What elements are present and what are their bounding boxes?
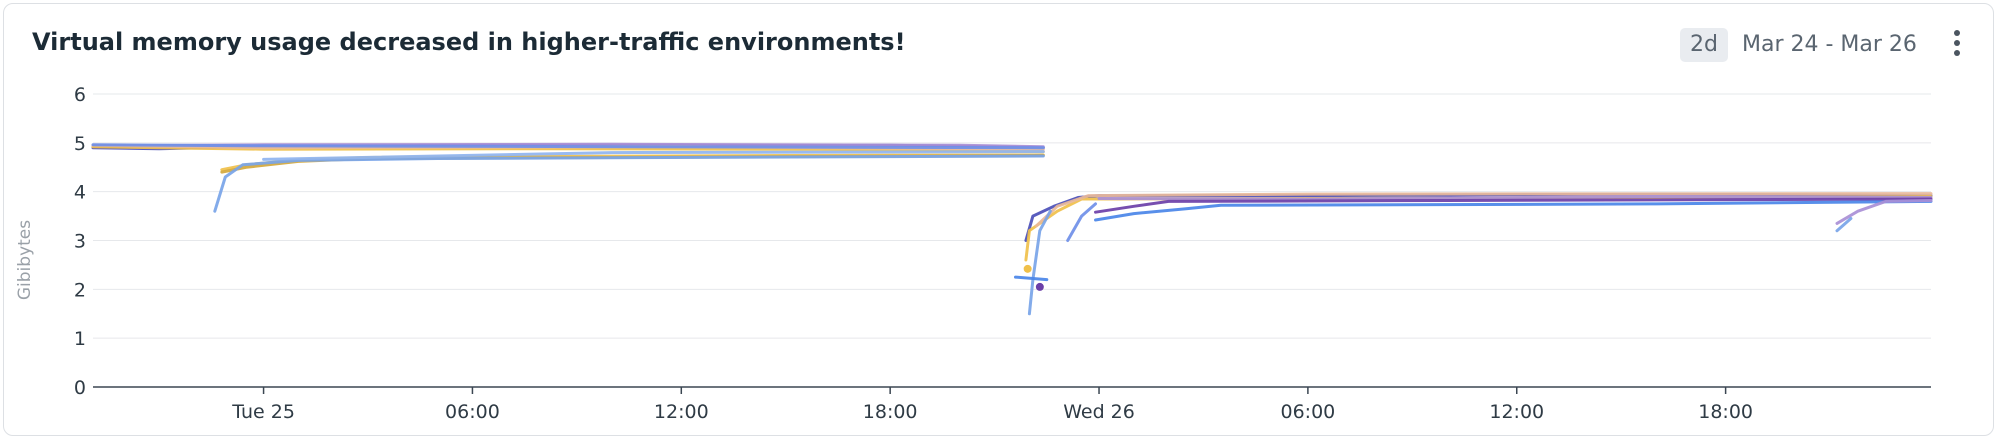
series-line	[1014, 275, 1049, 282]
y-tick-label: 2	[74, 279, 86, 301]
series-line	[1094, 199, 1933, 222]
series-group	[91, 142, 1933, 316]
x-tick-label: 12:00	[1489, 401, 1544, 423]
series-line	[1835, 217, 1853, 233]
series-line	[1835, 199, 1933, 225]
series-line	[1066, 202, 1097, 242]
x-tick-label: 18:00	[1698, 401, 1753, 423]
x-tick-label: Tue 25	[231, 401, 295, 423]
y-axis-label: Gibibytes	[15, 220, 35, 300]
grid-lines	[93, 93, 1931, 339]
data-point	[1023, 264, 1032, 273]
data-point	[1035, 282, 1044, 291]
date-range-label[interactable]: Mar 24 - Mar 26	[1742, 32, 1917, 57]
widget-card: Virtual memory usage decreased in higher…	[3, 3, 1994, 436]
x-tick-label: 12:00	[654, 401, 709, 423]
y-tick-label: 6	[74, 84, 86, 106]
x-tick-label: 06:00	[445, 401, 500, 423]
series-line	[91, 143, 1045, 150]
series-line	[1027, 209, 1052, 316]
x-tick-label: 06:00	[1281, 401, 1336, 423]
x-tick-label: Wed 26	[1063, 401, 1135, 423]
widget-title: Virtual memory usage decreased in higher…	[32, 28, 906, 56]
axes-group: 0 1 2 3 4 5 6 Tue 25 06:00 12:00 18:00 Wed 26 06:00 1…	[74, 84, 1931, 423]
y-tick-label: 5	[74, 133, 86, 155]
y-tick-label: 1	[74, 328, 86, 350]
kebab-vertical-icon[interactable]	[1950, 30, 1964, 64]
y-tick-label: 0	[74, 377, 86, 399]
series-line	[1024, 195, 1933, 262]
series-line	[1097, 195, 1933, 201]
time-span-badge[interactable]: 2d	[1680, 28, 1728, 62]
series-line	[1094, 197, 1933, 214]
y-tick-label: 4	[74, 182, 86, 204]
y-tick-label: 3	[74, 231, 86, 253]
series-line	[262, 150, 1045, 161]
x-tick-label: 18:00	[863, 401, 918, 423]
series-line	[213, 154, 1045, 213]
